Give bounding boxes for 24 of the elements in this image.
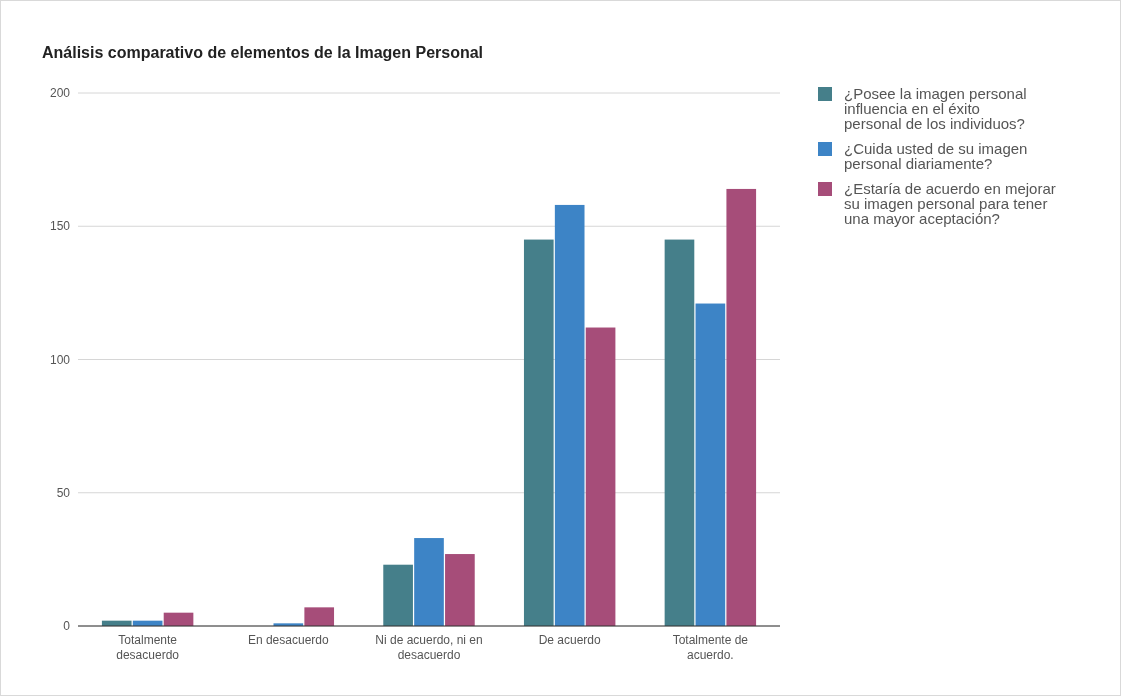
y-tick-label: 100 bbox=[49, 352, 71, 367]
y-tick-label: 200 bbox=[49, 86, 71, 101]
bar bbox=[726, 188, 757, 626]
x-tick-label: Ni de acuerdo, ni en desacuerdo bbox=[375, 633, 483, 662]
legend-label: ¿Cuida usted de su imagen personal diariamente? bbox=[844, 140, 1028, 172]
x-tick-label: De acuerdo bbox=[538, 633, 602, 647]
y-tick-label: 150 bbox=[49, 219, 71, 234]
bar bbox=[414, 538, 444, 626]
legend-label: ¿Posee la imagen personal influencia en el éxito personal de los individuos? bbox=[844, 85, 1027, 132]
bar bbox=[695, 303, 726, 626]
bar bbox=[664, 239, 695, 626]
y-tick-label: 50 bbox=[56, 485, 71, 500]
legend-label: ¿Estaría de acuerdo en mejorar su imagen personal para tener una mayor aceptación? bbox=[844, 180, 1056, 227]
x-tick-label: Totalmente de acuerdo. bbox=[672, 633, 749, 662]
bar bbox=[304, 607, 335, 626]
chart-title: Análisis comparativo de elementos de la Imagen Personal bbox=[42, 44, 484, 61]
bar bbox=[445, 554, 475, 626]
x-tick-label: Totalmente desacuerdo bbox=[116, 633, 180, 662]
y-tick-label: 0 bbox=[63, 619, 71, 634]
bar bbox=[523, 239, 554, 626]
bar bbox=[383, 564, 413, 626]
bar bbox=[585, 327, 616, 626]
x-tick-label: En desacuerdo bbox=[247, 633, 329, 647]
bar bbox=[554, 204, 585, 626]
